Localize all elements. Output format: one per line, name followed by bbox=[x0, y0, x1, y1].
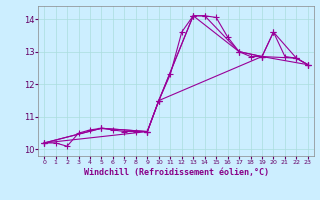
X-axis label: Windchill (Refroidissement éolien,°C): Windchill (Refroidissement éolien,°C) bbox=[84, 168, 268, 177]
